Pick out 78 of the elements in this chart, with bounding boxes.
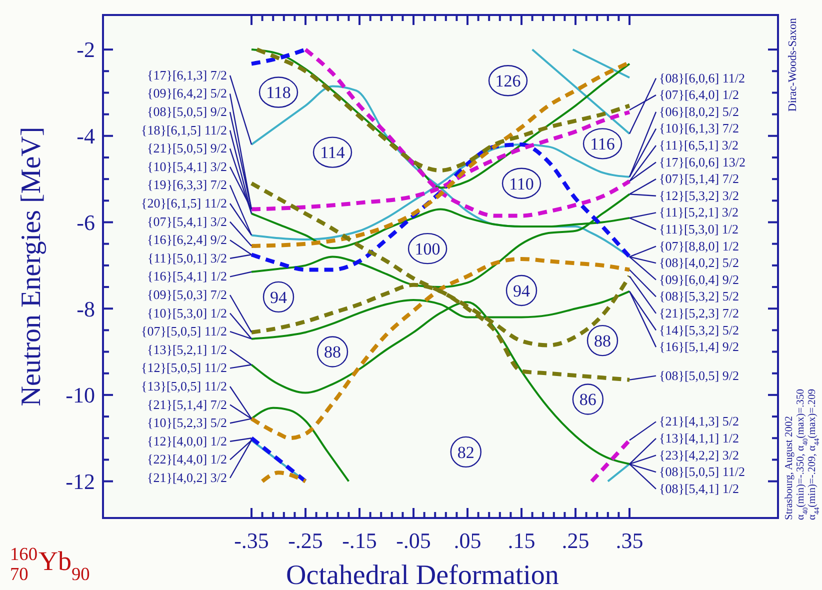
annotation: 110	[509, 174, 534, 194]
annotation: {20}[6,1,5] 11/2	[140, 196, 227, 210]
annotation: {17}[6,0,6] 13/2	[659, 154, 746, 170]
annotation: {10}[5,4,1] 3/2	[147, 158, 227, 174]
annotation: 118	[266, 83, 291, 102]
y-tick-label: -2	[76, 37, 95, 62]
annotation: {14}[5,3,2] 5/2	[659, 322, 739, 338]
annotation: {08}[4,0,2] 5/2	[659, 255, 739, 270]
annotation: {21}[4,1,3] 5/2	[659, 414, 739, 429]
annotation: {16}[5,1,4] 9/2	[659, 339, 739, 354]
annotation: 114	[320, 143, 346, 162]
annotation: {07}[5,0,5] 11/2	[140, 324, 227, 339]
x-axis-title: Octahedral Deformation	[286, 560, 559, 590]
annotation: {12}[4,0,0] 1/2	[147, 433, 227, 448]
annotation: {08}[5,3,2] 5/2	[659, 288, 739, 304]
annotation: {07}[5,1,4] 7/2	[659, 171, 739, 186]
annotation: {10}[6,1,3] 7/2	[659, 120, 739, 136]
annotation: {13}[4,1,1] 1/2	[659, 430, 739, 446]
annotation: {08}[5,0,5] 9/2	[659, 368, 739, 383]
y-axis-title: Neutron Energies [MeV]	[16, 126, 47, 406]
annotation: 116	[590, 134, 615, 154]
annotation: {09}[6,0,4] 9/2	[659, 272, 739, 287]
annotation: {21}[5,2,3] 7/2	[659, 305, 739, 320]
line-series	[250, 406, 350, 482]
annotation: {11}[5,3,0] 1/2	[659, 221, 739, 236]
y-tick-label: -8	[76, 296, 95, 322]
annotation: {21}[5,0,5] 9/2	[147, 140, 227, 156]
annotation: 94	[270, 288, 288, 307]
line-series	[250, 256, 632, 440]
annotation: {10}[5,2,3] 5/2	[147, 415, 227, 430]
annotation: {09}[5,0,3] 7/2	[147, 287, 227, 302]
annotation: {07}[8,8,0] 1/2	[659, 238, 739, 254]
annotation: {16}[6,2,4] 9/2	[147, 232, 227, 248]
annotation: {11}[6,5,1] 3/2	[659, 137, 739, 152]
annotation: 100	[414, 240, 440, 259]
annotation: {11}[5,0,1] 3/2	[147, 250, 227, 266]
annotation: {13}[5,0,5] 11/2	[140, 378, 227, 394]
text: Strasbourg, August 2002	[784, 416, 795, 520]
annotation: {12}[5,0,5] 11/2	[140, 360, 227, 376]
x-tick-label: .25	[562, 528, 590, 553]
annotation: {08}[5,0,5] 11/2	[659, 464, 746, 480]
annotation: {08}[6,0,6] 11/2	[659, 70, 746, 86]
annotation: 126	[495, 72, 521, 91]
x-tick-label: -.35	[234, 528, 269, 553]
x-tick-label: -.15	[342, 528, 377, 553]
text: Dirac-Woods-Saxon	[787, 18, 799, 112]
annotation: 88	[324, 342, 341, 362]
x-tick-label: -.25	[288, 528, 323, 553]
annotation: {10}[5,3,0] 1/2	[147, 305, 227, 320]
annotation: {19}[6,3,3] 7/2	[147, 177, 227, 192]
y-tick-label: -6	[76, 210, 95, 235]
annotation: {22}[4,4,0] 1/2	[147, 452, 227, 467]
annotation: {09}[6,4,2] 5/2	[147, 86, 227, 101]
y-tick-label: -12	[66, 469, 95, 494]
annotation: {07}[5,4,1] 3/2	[147, 214, 227, 229]
x-tick-label: -.05	[396, 528, 431, 553]
annotation: {18}[6,1,5] 11/2	[140, 122, 227, 138]
x-tick-label: .35	[616, 528, 644, 553]
annotation: {17}[6,1,3] 7/2	[147, 67, 227, 82]
annotation: 86	[579, 390, 596, 410]
x-tick-label: .15	[508, 528, 536, 553]
annotation: {06}[8,0,2] 5/2	[659, 104, 739, 119]
x-tick-label: .05	[454, 528, 482, 553]
y-tick-label: -10	[66, 382, 95, 408]
annotation: {12}[5,3,2] 3/2	[659, 188, 739, 203]
annotation: {23}[4,2,2] 3/2	[659, 447, 739, 462]
annotation: 82	[457, 442, 474, 462]
annotation: {08}[5,0,5] 9/2	[147, 104, 227, 119]
annotation: 94	[513, 281, 530, 300]
annotation: {13}[5,2,1] 1/2	[147, 342, 227, 357]
annotation: {16}[5,4,1] 1/2	[147, 268, 227, 284]
annotation: {21}[5,1,4] 7/2	[147, 396, 227, 412]
y-tick-label: -4	[76, 124, 95, 149]
annotation: {11}[5,2,1] 3/2	[659, 204, 739, 220]
annotation: {07}[6,4,0] 1/2	[659, 87, 739, 102]
annotation: {08}[5,4,1] 1/2	[659, 480, 739, 496]
annotation: {21}[4,0,2] 3/2	[147, 470, 227, 485]
annotation: 88	[594, 331, 611, 350]
